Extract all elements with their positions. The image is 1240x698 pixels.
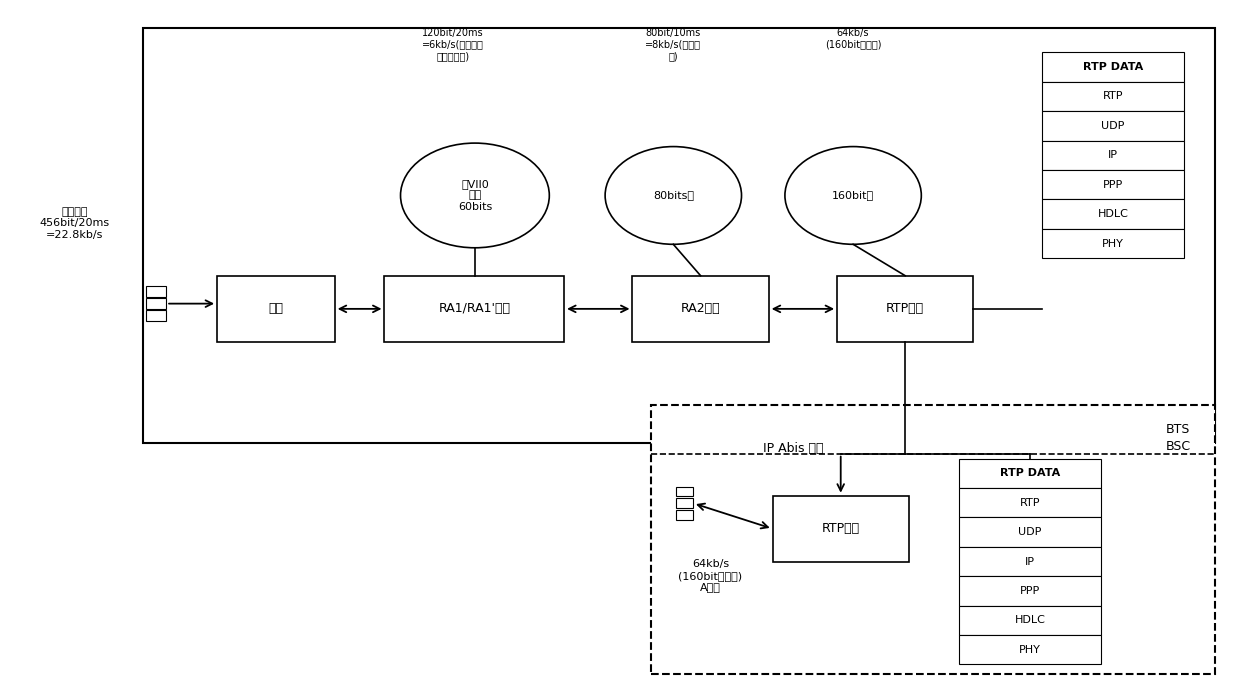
- Bar: [773, 496, 909, 562]
- Bar: [384, 276, 564, 342]
- Bar: [676, 498, 693, 508]
- Text: PPP: PPP: [1102, 179, 1123, 190]
- Bar: [632, 276, 769, 342]
- Text: RTP转换: RTP转换: [822, 522, 859, 535]
- Bar: [837, 276, 973, 342]
- Bar: [959, 606, 1101, 635]
- Text: HDLC: HDLC: [1014, 616, 1045, 625]
- Text: 64kb/s
(160bit数据帧)
A接口: 64kb/s (160bit数据帧) A接口: [678, 559, 743, 593]
- Bar: [651, 405, 1215, 674]
- Ellipse shape: [401, 143, 549, 248]
- Text: PHY: PHY: [1019, 645, 1040, 655]
- Bar: [146, 310, 166, 321]
- Bar: [1042, 52, 1184, 82]
- Bar: [1042, 111, 1184, 140]
- Bar: [959, 577, 1101, 606]
- Bar: [146, 298, 166, 309]
- Text: IP Abis 接口: IP Abis 接口: [764, 442, 823, 454]
- Text: RA2转换: RA2转换: [681, 302, 720, 315]
- Text: 160bit帧: 160bit帧: [832, 191, 874, 200]
- Text: UDP: UDP: [1018, 527, 1042, 537]
- Text: RTP: RTP: [1102, 91, 1123, 101]
- Text: BTS: BTS: [1166, 423, 1190, 436]
- Text: HDLC: HDLC: [1097, 209, 1128, 219]
- Bar: [959, 517, 1101, 547]
- Text: RTP: RTP: [1019, 498, 1040, 507]
- Bar: [959, 635, 1101, 664]
- Ellipse shape: [605, 147, 742, 244]
- Text: 空中接口
456bit/20ms
=22.8kb/s: 空中接口 456bit/20ms =22.8kb/s: [40, 207, 109, 240]
- Text: 译码: 译码: [268, 302, 284, 315]
- Bar: [146, 286, 166, 297]
- Text: BSC: BSC: [1166, 440, 1190, 453]
- Bar: [676, 487, 693, 496]
- Bar: [676, 510, 693, 520]
- Text: IP: IP: [1107, 150, 1118, 161]
- Bar: [217, 276, 335, 342]
- Text: RTP DATA: RTP DATA: [1083, 62, 1143, 72]
- Bar: [1042, 140, 1184, 170]
- Bar: [1042, 229, 1184, 258]
- Bar: [1042, 200, 1184, 229]
- Text: IP: IP: [1024, 556, 1035, 567]
- Bar: [1042, 82, 1184, 111]
- Text: RTP转换: RTP转换: [887, 302, 924, 315]
- Bar: [959, 459, 1101, 488]
- Text: 120bit/20ms
=6kb/s(信道解码
器输出速率): 120bit/20ms =6kb/s(信道解码 器输出速率): [422, 28, 484, 61]
- Bar: [143, 28, 1215, 443]
- Ellipse shape: [785, 147, 921, 244]
- Text: RTP DATA: RTP DATA: [999, 468, 1060, 478]
- Text: UDP: UDP: [1101, 121, 1125, 131]
- Text: PHY: PHY: [1102, 239, 1123, 248]
- Text: 80bits帧: 80bits帧: [652, 191, 694, 200]
- Text: PPP: PPP: [1019, 586, 1040, 596]
- Bar: [1042, 170, 1184, 200]
- Text: 80bit/10ms
=8kb/s(中间速
率): 80bit/10ms =8kb/s(中间速 率): [645, 28, 702, 61]
- Text: 帧VII0
修正
60bits: 帧VII0 修正 60bits: [458, 179, 492, 212]
- Bar: [959, 547, 1101, 577]
- Text: 64kb/s
(160bit数据帧): 64kb/s (160bit数据帧): [825, 28, 882, 50]
- Bar: [959, 488, 1101, 517]
- Text: RA1/RA1'转换: RA1/RA1'转换: [438, 302, 511, 315]
